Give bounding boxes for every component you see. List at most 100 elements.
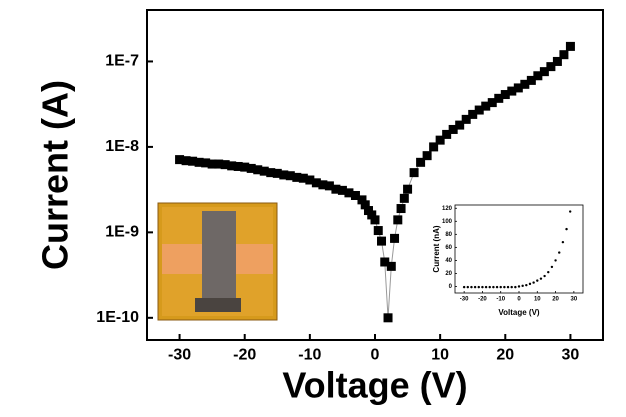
data-point bbox=[569, 210, 572, 213]
data-point bbox=[422, 151, 432, 161]
x-tick-label: 30 bbox=[571, 296, 578, 302]
y-tick-label: 120 bbox=[442, 206, 453, 212]
data-point bbox=[331, 184, 341, 194]
data-point bbox=[455, 120, 465, 130]
y-tick-label: 1E-7 bbox=[105, 53, 139, 70]
data-point bbox=[324, 181, 334, 191]
data-point bbox=[253, 165, 263, 175]
data-point bbox=[513, 83, 523, 93]
data-point bbox=[533, 71, 543, 81]
data-point bbox=[558, 251, 561, 254]
data-point bbox=[487, 98, 497, 108]
data-point bbox=[390, 233, 400, 243]
data-point bbox=[399, 193, 409, 203]
data-point bbox=[468, 109, 478, 119]
data-point bbox=[442, 129, 452, 139]
data-point bbox=[470, 285, 473, 289]
x-tick-label: -20 bbox=[233, 346, 256, 363]
y-axis-label: Current (A) bbox=[35, 80, 76, 270]
data-point bbox=[292, 172, 302, 182]
data-point bbox=[298, 173, 308, 183]
photo-inset bbox=[157, 202, 278, 321]
x-tick-label: -10 bbox=[298, 346, 321, 363]
data-point bbox=[380, 257, 390, 267]
data-point bbox=[416, 157, 426, 167]
data-point bbox=[259, 166, 269, 176]
data-point bbox=[246, 163, 256, 173]
data-point bbox=[484, 285, 488, 289]
data-point bbox=[233, 161, 243, 171]
data-point bbox=[409, 168, 419, 178]
x-tick-label: 30 bbox=[562, 346, 580, 363]
data-point bbox=[386, 261, 396, 271]
data-point bbox=[473, 285, 477, 289]
data-point bbox=[181, 156, 191, 166]
data-point bbox=[194, 157, 204, 167]
data-point bbox=[520, 79, 530, 89]
y-tick-label: 100 bbox=[442, 219, 453, 225]
data-point bbox=[481, 285, 484, 289]
data-point bbox=[435, 135, 445, 145]
x-tick-label: 20 bbox=[552, 296, 559, 302]
data-point bbox=[547, 270, 550, 274]
data-point bbox=[506, 285, 510, 289]
data-point bbox=[311, 178, 321, 188]
data-point bbox=[481, 101, 491, 111]
data-point bbox=[350, 190, 360, 200]
data-point bbox=[510, 285, 513, 289]
data-point bbox=[466, 285, 469, 289]
data-point bbox=[266, 168, 276, 178]
data-point bbox=[360, 200, 370, 210]
x-tick-label: -30 bbox=[168, 346, 191, 363]
data-point bbox=[377, 236, 387, 246]
data-point bbox=[344, 188, 354, 198]
data-point bbox=[477, 285, 480, 289]
x-axis-label: Voltage (V) bbox=[282, 365, 467, 406]
data-point bbox=[539, 67, 549, 77]
data-point bbox=[492, 285, 495, 289]
x-tick-label: -10 bbox=[496, 296, 505, 302]
x-axis-label: Voltage (V) bbox=[498, 308, 540, 317]
data-point bbox=[201, 158, 211, 168]
data-point bbox=[500, 90, 510, 100]
data-point bbox=[507, 86, 517, 96]
data-point bbox=[279, 170, 289, 180]
data-point bbox=[285, 171, 295, 181]
data-point bbox=[403, 184, 413, 194]
data-point bbox=[543, 274, 546, 278]
data-point bbox=[514, 285, 517, 289]
data-point bbox=[561, 240, 565, 244]
data-point bbox=[207, 159, 217, 169]
data-point bbox=[521, 284, 524, 288]
data-point bbox=[337, 185, 347, 195]
data-point bbox=[494, 93, 504, 103]
x-tick-label: 10 bbox=[431, 346, 449, 363]
data-point bbox=[188, 156, 198, 166]
data-point bbox=[373, 226, 383, 236]
data-point bbox=[539, 277, 543, 280]
data-point bbox=[429, 142, 439, 152]
data-point bbox=[227, 161, 237, 171]
data-point bbox=[240, 162, 250, 172]
data-point bbox=[550, 265, 554, 269]
data-point bbox=[175, 155, 185, 165]
data-point bbox=[554, 259, 557, 262]
y-tick-label: 1E-9 bbox=[105, 224, 139, 241]
x-tick-label: 10 bbox=[534, 296, 541, 302]
data-point bbox=[546, 62, 556, 72]
data-point bbox=[488, 285, 491, 289]
data-point bbox=[448, 124, 458, 134]
y-tick-label: 1E-10 bbox=[96, 309, 139, 326]
data-point bbox=[462, 285, 466, 289]
plot-frame bbox=[454, 204, 584, 294]
x-tick-label: 0 bbox=[371, 346, 380, 363]
y-tick-label: 80 bbox=[445, 232, 452, 238]
data-point bbox=[525, 283, 528, 287]
data-point bbox=[318, 180, 328, 190]
y-tick-label: 20 bbox=[445, 271, 452, 277]
data-point bbox=[383, 313, 393, 323]
y-tick-label: 1E-8 bbox=[105, 138, 139, 155]
data-point bbox=[220, 160, 230, 170]
x-tick-label: -30 bbox=[460, 296, 469, 302]
